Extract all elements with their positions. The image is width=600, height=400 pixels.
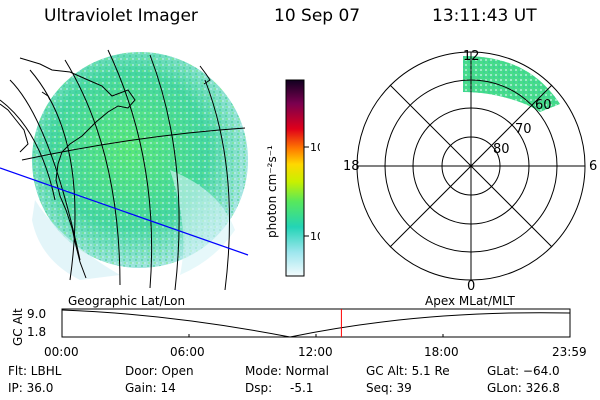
colorbar-tick-10: 10 [310, 230, 320, 243]
polar-plot: 12 18 6 0 60 70 80 [343, 49, 597, 294]
colorbar-tick-100: 100 [310, 141, 320, 154]
info-ip: IP: 36.0 [8, 381, 54, 395]
info-seq: Seq: 39 [366, 381, 412, 395]
apex-title: Apex MLat/MLT [425, 294, 515, 308]
colorbar-scale [285, 79, 305, 277]
info-glat: GLat: −64.0 [487, 364, 560, 378]
time-label: 13:11:43 UT [432, 6, 537, 26]
lat-label-70: 70 [515, 122, 532, 137]
lat-label-60: 60 [535, 98, 552, 113]
time-tick-1200: 12:00 [298, 345, 333, 359]
colorbar-unit-label: photon cm⁻²s⁻¹ [265, 145, 279, 238]
altitude-plot: GC Alt 9.0 1.8 00:00 06:00 12:00 18:00 2… [11, 307, 587, 359]
info-flt: Flt: LBHL [8, 364, 62, 378]
mlt-label-12: 12 [463, 49, 480, 64]
altitude-tick-1-8: 1.8 [27, 325, 46, 339]
colorbar: 100 10 photon cm⁻²s⁻¹ [265, 79, 320, 277]
geographic-title: Geographic Lat/Lon [68, 294, 186, 308]
info-gc-alt: GC Alt: 5.1 Re [366, 364, 450, 378]
info-dsp-label: Dsp: [245, 381, 273, 395]
info-glon: GLon: 326.8 [487, 381, 560, 395]
mlt-label-0: 0 [467, 279, 475, 294]
instrument-title: Ultraviolet Imager [44, 6, 198, 26]
time-tick-0000: 00:00 [44, 345, 79, 359]
altitude-tick-9: 9.0 [27, 307, 46, 321]
geographic-image [0, 49, 249, 290]
time-tick-0600: 06:00 [170, 345, 205, 359]
mlt-label-18: 18 [343, 159, 360, 174]
time-tick-1800: 18:00 [424, 345, 459, 359]
satellite-track [0, 167, 249, 256]
altitude-axis-label: GC Alt [11, 308, 25, 346]
info-dsp-value: -5.1 [290, 381, 314, 395]
altitude-curve [61, 309, 571, 338]
time-tick-2359: 23:59 [552, 345, 587, 359]
lat-label-80: 80 [493, 142, 510, 157]
info-door: Door: Open [125, 364, 194, 378]
info-mode: Mode: Normal [245, 364, 329, 378]
polar-grid [356, 51, 586, 281]
coastline [0, 57, 211, 279]
mlt-label-6: 6 [589, 159, 597, 174]
info-gain: Gain: 14 [125, 381, 176, 395]
date-label: 10 Sep 07 [274, 6, 361, 26]
